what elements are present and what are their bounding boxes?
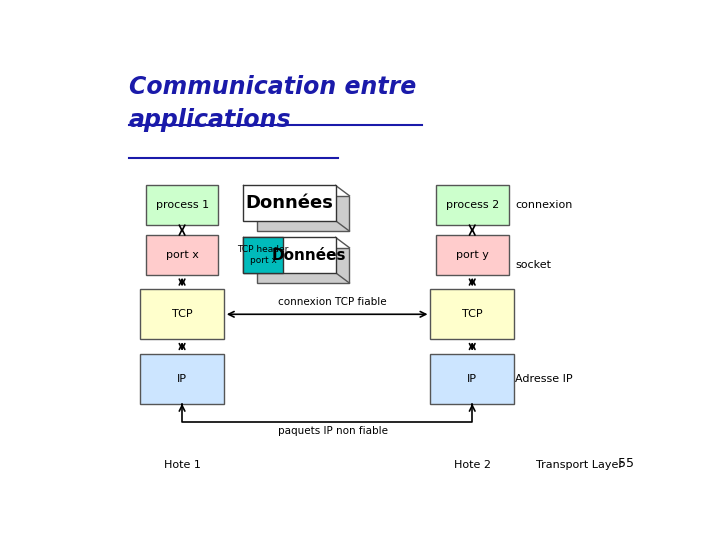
Text: connexion: connexion [516,200,572,210]
Text: TCP: TCP [172,309,192,319]
FancyBboxPatch shape [436,185,508,225]
FancyBboxPatch shape [140,354,224,404]
FancyBboxPatch shape [436,235,508,275]
FancyBboxPatch shape [140,289,224,339]
Text: Données: Données [246,194,333,212]
FancyBboxPatch shape [258,248,349,283]
Text: port y: port y [456,250,489,260]
Text: Communication entre: Communication entre [129,75,416,99]
Text: IP: IP [467,374,477,384]
Text: port x: port x [166,250,199,260]
FancyBboxPatch shape [431,354,514,404]
Text: Données: Données [271,247,346,262]
Text: Transport Layer: Transport Layer [536,460,624,470]
Text: connexion TCP fiable: connexion TCP fiable [279,297,387,307]
FancyBboxPatch shape [243,238,336,273]
Text: paquets IP non fiable: paquets IP non fiable [278,426,388,436]
Text: 55: 55 [618,457,634,470]
Text: socket: socket [516,260,552,271]
Text: IP: IP [177,374,187,384]
Text: Adresse IP: Adresse IP [516,374,573,384]
Text: process 2: process 2 [446,200,499,210]
FancyBboxPatch shape [243,185,336,221]
Text: process 1: process 1 [156,200,209,210]
Text: TCP: TCP [462,309,482,319]
FancyBboxPatch shape [145,185,218,225]
FancyBboxPatch shape [243,238,282,273]
FancyBboxPatch shape [145,235,218,275]
FancyBboxPatch shape [258,196,349,231]
Text: applications: applications [129,109,292,132]
FancyBboxPatch shape [431,289,514,339]
Text: TCP header
port x: TCP header port x [238,245,289,265]
Text: Hote 1: Hote 1 [163,460,200,470]
Text: Hote 2: Hote 2 [454,460,491,470]
